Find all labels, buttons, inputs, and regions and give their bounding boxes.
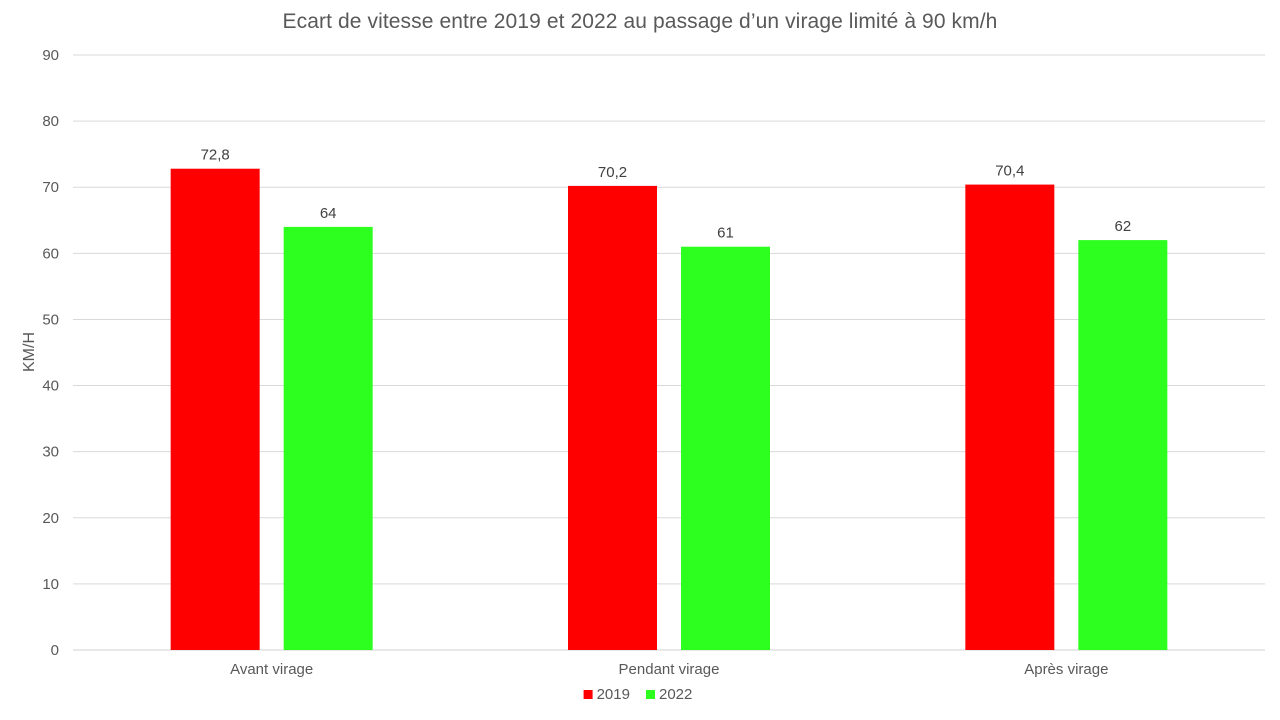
x-category-label-3: Après virage	[1024, 661, 1108, 678]
y-tick-label-70: 70	[42, 179, 59, 196]
bar-2022-2	[681, 246, 770, 650]
legend: 2019 2022	[583, 686, 692, 703]
legend-swatch-2019	[583, 690, 593, 699]
x-category-label-2: Pendant virage	[619, 661, 720, 678]
y-tick-label-50: 50	[42, 311, 59, 328]
y-axis-title: KM/H	[21, 332, 38, 372]
bar-2022-3	[1078, 240, 1168, 650]
bar-2022-1	[283, 226, 373, 650]
y-tick-label-90: 90	[42, 47, 59, 64]
legend-label-2019: 2019	[597, 686, 630, 703]
x-axis-categories: Avant virage Pendant virage Après virage	[230, 661, 1108, 678]
bar-2019-3	[965, 184, 1055, 651]
y-axis-ticks: 0 10 20 30 40 50 60 70 80 90	[42, 47, 59, 659]
data-labels: 72,8 64 70,2 61 70,4 62	[201, 147, 1132, 242]
data-label-2022-3: 62	[1114, 218, 1131, 235]
data-label-2022-1: 64	[320, 205, 337, 222]
y-tick-label-0: 0	[51, 642, 59, 659]
data-label-2019-1: 72,8	[201, 147, 230, 164]
data-label-2019-3: 70,4	[995, 163, 1024, 180]
y-tick-label-80: 80	[42, 113, 59, 130]
y-tick-label-10: 10	[42, 576, 59, 593]
data-label-2022-2: 61	[717, 225, 734, 242]
data-label-2019-2: 70,2	[598, 164, 627, 181]
bars	[170, 168, 1168, 651]
y-tick-label-40: 40	[42, 378, 59, 395]
bar-2019-2	[568, 185, 657, 650]
legend-label-2022: 2022	[659, 686, 692, 703]
chart-title: Ecart de vitesse entre 2019 et 2022 au p…	[282, 10, 998, 33]
y-tick-label-30: 30	[42, 444, 59, 461]
legend-swatch-2022	[646, 690, 655, 699]
x-category-label-1: Avant virage	[230, 661, 313, 678]
bar-2019-1	[170, 168, 260, 650]
y-tick-label-60: 60	[42, 245, 59, 262]
y-tick-label-20: 20	[42, 510, 59, 527]
gridlines	[73, 54, 1265, 651]
